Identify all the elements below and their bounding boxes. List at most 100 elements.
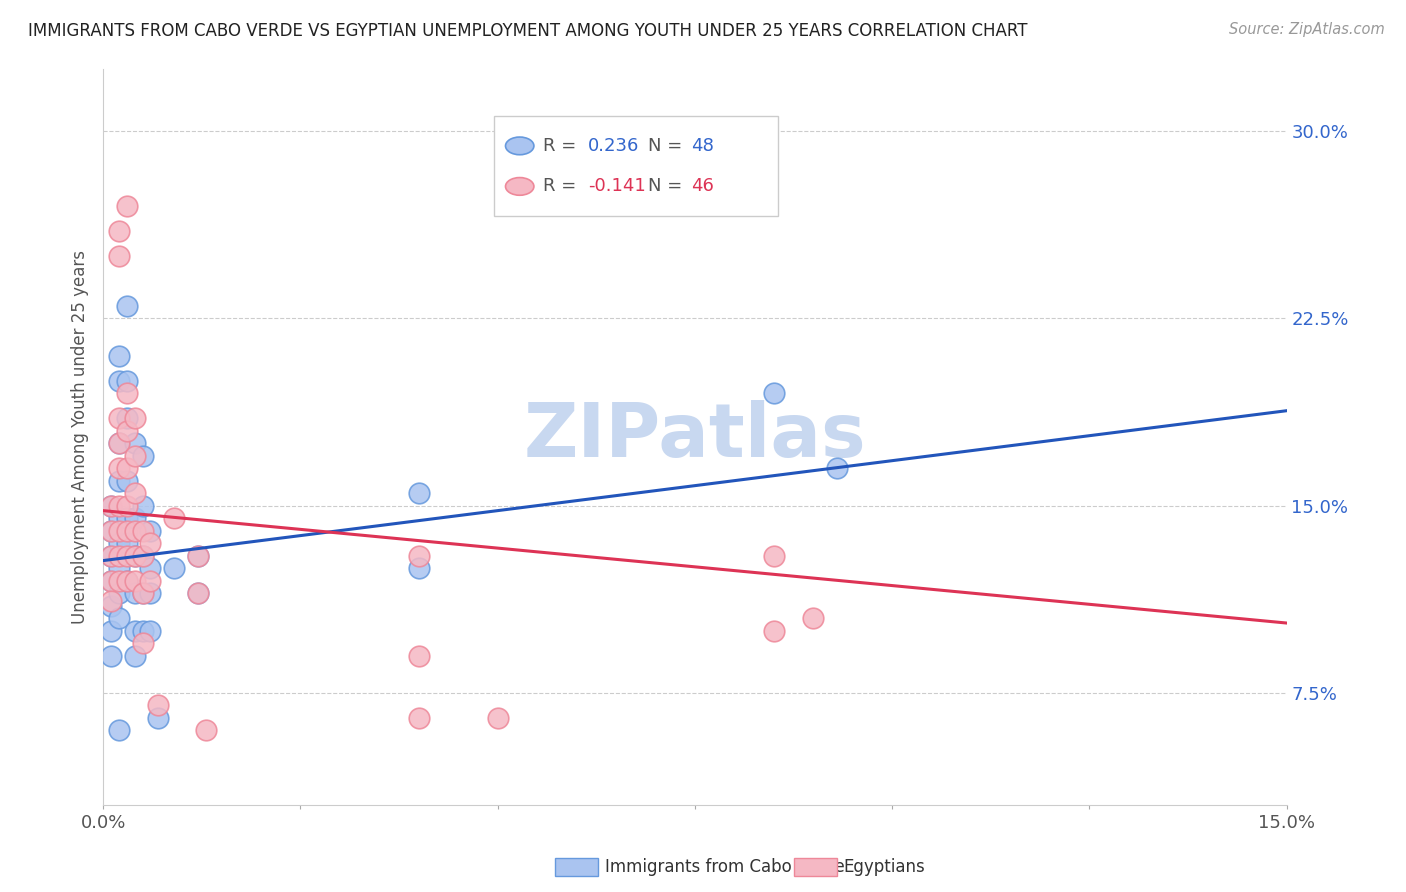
Point [408, 549, 430, 563]
Point [187, 549, 209, 563]
Point [108, 436, 131, 450]
Point [131, 549, 153, 563]
Point [115, 299, 138, 313]
Text: ZIPatlas: ZIPatlas [523, 401, 866, 474]
Text: Source: ZipAtlas.com: Source: ZipAtlas.com [1229, 22, 1385, 37]
Point [801, 611, 824, 625]
Point [100, 574, 122, 588]
Text: R =: R = [543, 136, 582, 155]
Point [108, 349, 131, 363]
Point [408, 561, 430, 575]
Point [100, 593, 122, 607]
Point [124, 549, 146, 563]
Point [115, 411, 138, 425]
Point [124, 511, 146, 525]
Point [115, 199, 138, 213]
Point [124, 624, 146, 638]
Point [124, 574, 146, 588]
Point [108, 561, 131, 575]
Point [131, 524, 153, 538]
Point [100, 524, 122, 538]
Text: 48: 48 [692, 136, 714, 155]
Point [115, 499, 138, 513]
Text: N =: N = [648, 136, 688, 155]
Point [163, 561, 186, 575]
Point [124, 449, 146, 463]
Point [408, 711, 430, 725]
Point [124, 549, 146, 563]
Point [115, 386, 138, 401]
Point [148, 698, 170, 713]
Text: R =: R = [543, 178, 582, 195]
Point [108, 524, 131, 538]
Point [124, 586, 146, 600]
Point [115, 574, 138, 588]
Point [762, 549, 785, 563]
Point [131, 499, 153, 513]
Point [108, 499, 131, 513]
Point [108, 461, 131, 475]
Point [124, 524, 146, 538]
Point [131, 586, 153, 600]
Point [108, 436, 131, 450]
Point [108, 574, 131, 588]
Point [100, 599, 122, 613]
Text: IMMIGRANTS FROM CABO VERDE VS EGYPTIAN UNEMPLOYMENT AMONG YOUTH UNDER 25 YEARS C: IMMIGRANTS FROM CABO VERDE VS EGYPTIAN U… [28, 22, 1028, 40]
Point [124, 436, 146, 450]
Text: Egyptians: Egyptians [844, 858, 925, 876]
Point [139, 536, 162, 550]
Point [100, 499, 122, 513]
Point [115, 549, 138, 563]
Point [108, 249, 131, 263]
Point [486, 711, 509, 725]
Y-axis label: Unemployment Among Youth under 25 years: Unemployment Among Youth under 25 years [72, 250, 89, 624]
Point [100, 524, 122, 538]
Point [194, 723, 217, 738]
Point [100, 549, 122, 563]
Point [124, 486, 146, 500]
Point [108, 536, 131, 550]
Point [408, 648, 430, 663]
Point [115, 374, 138, 388]
Point [131, 449, 153, 463]
FancyBboxPatch shape [494, 117, 778, 216]
Point [100, 624, 122, 638]
Point [131, 624, 153, 638]
Circle shape [506, 178, 534, 195]
Point [108, 611, 131, 625]
Point [762, 624, 785, 638]
Point [100, 648, 122, 663]
Text: 0.236: 0.236 [588, 136, 640, 155]
Text: -0.141: -0.141 [588, 178, 647, 195]
Text: 46: 46 [692, 178, 714, 195]
Circle shape [506, 137, 534, 154]
Point [108, 474, 131, 488]
Point [825, 461, 848, 475]
Point [124, 411, 146, 425]
Point [115, 536, 138, 550]
Point [108, 224, 131, 238]
Point [108, 411, 131, 425]
Point [115, 524, 138, 538]
Point [115, 574, 138, 588]
Point [124, 648, 146, 663]
Point [100, 574, 122, 588]
Point [187, 586, 209, 600]
Point [762, 386, 785, 401]
Point [108, 723, 131, 738]
Point [163, 511, 186, 525]
Point [139, 524, 162, 538]
Point [131, 586, 153, 600]
Point [139, 586, 162, 600]
Point [502, 186, 524, 201]
Point [100, 549, 122, 563]
Point [108, 549, 131, 563]
Point [187, 549, 209, 563]
Point [108, 586, 131, 600]
Point [115, 511, 138, 525]
Point [131, 636, 153, 650]
Point [108, 374, 131, 388]
Text: Immigrants from Cabo Verde: Immigrants from Cabo Verde [605, 858, 845, 876]
Point [115, 461, 138, 475]
Text: N =: N = [648, 178, 688, 195]
